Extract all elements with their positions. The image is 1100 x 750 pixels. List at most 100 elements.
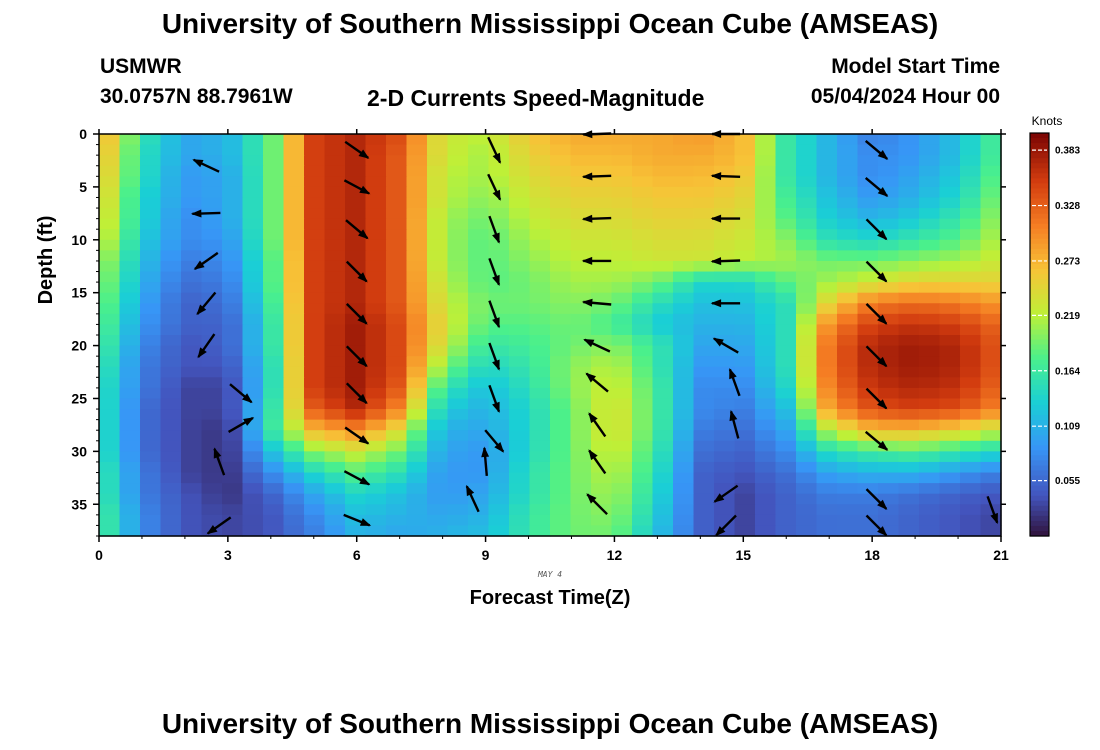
heatmap-cell: [324, 186, 346, 199]
heatmap-cell: [775, 134, 797, 146]
heatmap-cell: [652, 366, 674, 378]
heatmap-cell: [919, 335, 941, 347]
heatmap-cell: [304, 345, 326, 357]
heatmap-cell: [714, 250, 736, 262]
heatmap-cell: [816, 282, 838, 294]
heatmap-cell: [283, 260, 305, 273]
heatmap-cell: [714, 430, 736, 442]
heatmap-cell: [386, 165, 408, 177]
heatmap-cell: [386, 356, 408, 368]
heatmap-cell: [386, 366, 408, 378]
heatmap-cell: [447, 398, 469, 410]
heatmap-cell: [324, 197, 346, 209]
heatmap-cell: [857, 356, 879, 368]
heatmap-cell: [201, 377, 223, 389]
heatmap-cell: [550, 440, 572, 452]
heatmap-cell: [837, 186, 859, 199]
heatmap-cell: [160, 197, 182, 209]
heatmap-cell: [99, 451, 121, 463]
heatmap-cell: [980, 366, 1002, 378]
heatmap-cell: [488, 250, 510, 262]
heatmap-cell: [509, 461, 531, 474]
heatmap-cell: [242, 377, 264, 389]
heatmap-cell: [673, 440, 695, 452]
heatmap-cell: [960, 282, 982, 294]
heatmap-cell: [755, 260, 777, 273]
heatmap-cell: [570, 250, 592, 262]
heatmap-cell: [980, 504, 1002, 516]
heatmap-cell: [324, 419, 346, 431]
heatmap-cell: [386, 271, 408, 283]
heatmap-cell: [919, 345, 941, 357]
heatmap-cell: [796, 345, 818, 357]
heatmap-cell: [857, 504, 879, 516]
heatmap-cell: [591, 271, 613, 283]
heatmap-cell: [919, 292, 941, 304]
day-label: MAY 4: [537, 570, 562, 579]
current-vector: [345, 219, 369, 240]
heatmap-cell: [714, 335, 736, 347]
heatmap-cell: [181, 440, 203, 452]
colorbar-segment: [1030, 143, 1049, 149]
heatmap-cell: [734, 335, 756, 347]
heatmap-cell: [140, 282, 162, 294]
heatmap-cell: [365, 461, 387, 474]
heatmap-cell: [632, 282, 654, 294]
heatmap-cell: [304, 356, 326, 368]
heatmap-cell: [263, 260, 285, 273]
colorbar-segment: [1030, 148, 1049, 154]
heatmap-cell: [488, 176, 510, 188]
heatmap-cell: [816, 303, 838, 315]
heatmap-cell: [283, 387, 305, 400]
heatmap-cell: [960, 525, 982, 537]
heatmap-cell: [263, 134, 285, 146]
current-vector: [345, 303, 368, 325]
heatmap-cell: [468, 493, 490, 505]
heatmap-cell: [652, 218, 674, 230]
colorbar-segment: [1030, 490, 1049, 497]
heatmap-cell: [857, 282, 879, 294]
heatmap-cell: [714, 451, 736, 463]
heatmap-cell: [980, 218, 1002, 230]
heatmap-cell: [960, 313, 982, 326]
heatmap-cell: [201, 461, 223, 474]
heatmap-cell: [570, 387, 592, 400]
heatmap-cell: [386, 493, 408, 505]
heatmap-cell: [980, 271, 1002, 283]
heatmap-cell: [591, 430, 613, 442]
heatmap-cell: [468, 440, 490, 452]
heatmap-cell: [816, 134, 838, 146]
heatmap-cell: [837, 377, 859, 389]
heatmap-cell: [365, 493, 387, 505]
heatmap-cell: [632, 197, 654, 209]
heatmap-cell: [160, 324, 182, 336]
heatmap-cell: [919, 229, 941, 241]
heatmap-cell: [99, 313, 121, 326]
heatmap-cell: [878, 229, 900, 241]
heatmap-cell: [201, 134, 223, 146]
colorbar-frame: [1029, 132, 1050, 537]
heatmap-cell: [406, 483, 428, 495]
heatmap-cell: [509, 176, 531, 188]
heatmap-cell: [714, 472, 736, 484]
heatmap-cell: [324, 504, 346, 516]
heatmap-cell: [488, 282, 510, 294]
heatmap-cell: [939, 144, 961, 156]
heatmap-cell: [242, 186, 264, 199]
heatmap-cell: [652, 176, 674, 188]
heatmap-cell: [939, 483, 961, 495]
heatmap-cell: [386, 483, 408, 495]
heatmap-cell: [222, 377, 244, 389]
current-vector: [710, 172, 741, 181]
heatmap-cell: [222, 430, 244, 442]
colorbar-segment: [1030, 399, 1049, 406]
heatmap-cell: [570, 144, 592, 156]
heatmap-cell: [201, 440, 223, 452]
heatmap-cell: [898, 260, 920, 273]
heatmap-cell: [714, 461, 736, 474]
x-axis-title: Forecast Time(Z): [470, 587, 631, 609]
heatmap-cell: [509, 155, 531, 167]
heatmap-cell: [242, 335, 264, 347]
y-tick-label: 0: [79, 126, 87, 142]
heatmap-cell: [980, 208, 1002, 220]
